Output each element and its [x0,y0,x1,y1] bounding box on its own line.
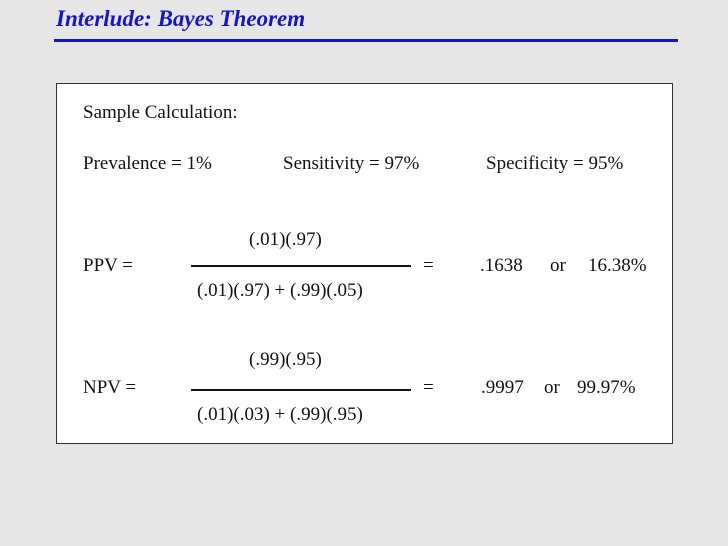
panel-heading: Sample Calculation: [83,102,238,123]
npv-or: or [544,377,560,398]
ppv-denominator: (.01)(.97) + (.99)(.05) [197,280,363,301]
title-underline [54,39,678,42]
ppv-or: or [550,255,566,276]
sensitivity-label: Sensitivity = 97% [283,153,420,174]
ppv-fraction-bar [191,265,411,267]
slide-title: Interlude: Bayes Theorem [56,6,306,31]
npv-fraction-bar [191,389,411,391]
ppv-value: .1638 [480,255,523,276]
npv-percent: 99.97% [577,377,636,398]
ppv-numerator: (.01)(.97) [249,229,322,250]
npv-label: NPV = [83,377,137,398]
specificity-label: Specificity = 95% [486,153,624,174]
ppv-label: PPV = [83,255,133,276]
prevalence-label: Prevalence = 1% [83,153,212,174]
npv-equals: = [423,377,434,398]
ppv-percent: 16.38% [588,255,647,276]
npv-denominator: (.01)(.03) + (.99)(.95) [197,404,363,425]
npv-value: .9997 [481,377,524,398]
npv-numerator: (.99)(.95) [249,349,322,370]
calculation-panel: Sample Calculation: Prevalence = 1% Sens… [56,83,673,444]
ppv-equals: = [423,255,434,276]
